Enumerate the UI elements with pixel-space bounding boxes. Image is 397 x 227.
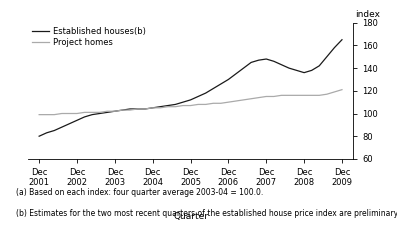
Established houses(b) — [135, 108, 140, 110]
Project homes — [82, 111, 87, 114]
Established houses(b) — [203, 92, 208, 94]
Established houses(b) — [90, 113, 94, 116]
X-axis label: Quarter: Quarter — [173, 212, 208, 221]
Established houses(b) — [317, 64, 322, 67]
Project homes — [135, 108, 140, 110]
Established houses(b) — [302, 71, 306, 74]
Established houses(b) — [211, 87, 216, 90]
Project homes — [105, 110, 110, 113]
Project homes — [294, 94, 299, 97]
Established houses(b) — [143, 108, 148, 110]
Established houses(b) — [181, 101, 185, 104]
Project homes — [241, 99, 246, 101]
Project homes — [90, 111, 94, 114]
Established houses(b) — [150, 106, 155, 109]
Project homes — [287, 94, 291, 97]
Established houses(b) — [339, 38, 344, 41]
Project homes — [120, 109, 125, 111]
Established houses(b) — [233, 72, 238, 75]
Project homes — [112, 110, 117, 113]
Project homes — [332, 91, 337, 93]
Text: (b) Estimates for the two most recent quarters of the established house price in: (b) Estimates for the two most recent qu… — [16, 209, 397, 218]
Established houses(b) — [196, 95, 200, 98]
Text: index: index — [355, 10, 380, 19]
Established houses(b) — [241, 67, 246, 69]
Established houses(b) — [173, 103, 178, 106]
Established houses(b) — [75, 119, 79, 122]
Project homes — [97, 111, 102, 114]
Project homes — [317, 94, 322, 97]
Project homes — [60, 112, 64, 115]
Established houses(b) — [67, 122, 72, 125]
Project homes — [339, 88, 344, 91]
Project homes — [203, 103, 208, 106]
Project homes — [309, 94, 314, 97]
Established houses(b) — [309, 69, 314, 72]
Established houses(b) — [44, 131, 49, 134]
Project homes — [44, 113, 49, 116]
Project homes — [218, 102, 223, 105]
Established houses(b) — [324, 55, 329, 58]
Project homes — [302, 94, 306, 97]
Project homes — [196, 103, 200, 106]
Established houses(b) — [166, 104, 170, 107]
Established houses(b) — [226, 78, 231, 81]
Project homes — [324, 93, 329, 96]
Established houses(b) — [158, 105, 163, 108]
Line: Established houses(b): Established houses(b) — [39, 40, 342, 136]
Project homes — [166, 105, 170, 108]
Established houses(b) — [188, 99, 193, 101]
Text: (a) Based on each index: four quarter average 2003-04 = 100.0.: (a) Based on each index: four quarter av… — [16, 188, 263, 197]
Line: Project homes: Project homes — [39, 90, 342, 115]
Project homes — [173, 105, 178, 108]
Established houses(b) — [249, 61, 254, 64]
Project homes — [181, 104, 185, 107]
Established houses(b) — [332, 46, 337, 49]
Project homes — [127, 109, 132, 111]
Project homes — [272, 95, 276, 98]
Established houses(b) — [60, 126, 64, 128]
Established houses(b) — [112, 110, 117, 113]
Established houses(b) — [294, 69, 299, 72]
Project homes — [37, 113, 42, 116]
Established houses(b) — [120, 109, 125, 111]
Established houses(b) — [287, 67, 291, 69]
Project homes — [256, 96, 261, 99]
Legend: Established houses(b), Project homes: Established houses(b), Project homes — [32, 27, 146, 47]
Project homes — [226, 101, 231, 104]
Project homes — [150, 106, 155, 109]
Project homes — [75, 112, 79, 115]
Established houses(b) — [272, 60, 276, 63]
Established houses(b) — [105, 111, 110, 114]
Project homes — [67, 112, 72, 115]
Project homes — [143, 108, 148, 110]
Project homes — [211, 102, 216, 105]
Established houses(b) — [218, 83, 223, 85]
Project homes — [279, 94, 284, 97]
Project homes — [52, 113, 57, 116]
Established houses(b) — [52, 129, 57, 132]
Established houses(b) — [264, 58, 269, 60]
Established houses(b) — [279, 63, 284, 66]
Project homes — [233, 100, 238, 102]
Established houses(b) — [256, 59, 261, 62]
Project homes — [249, 97, 254, 100]
Established houses(b) — [37, 135, 42, 138]
Established houses(b) — [82, 116, 87, 118]
Established houses(b) — [97, 112, 102, 115]
Project homes — [158, 106, 163, 109]
Project homes — [188, 104, 193, 107]
Project homes — [264, 95, 269, 98]
Established houses(b) — [127, 108, 132, 110]
